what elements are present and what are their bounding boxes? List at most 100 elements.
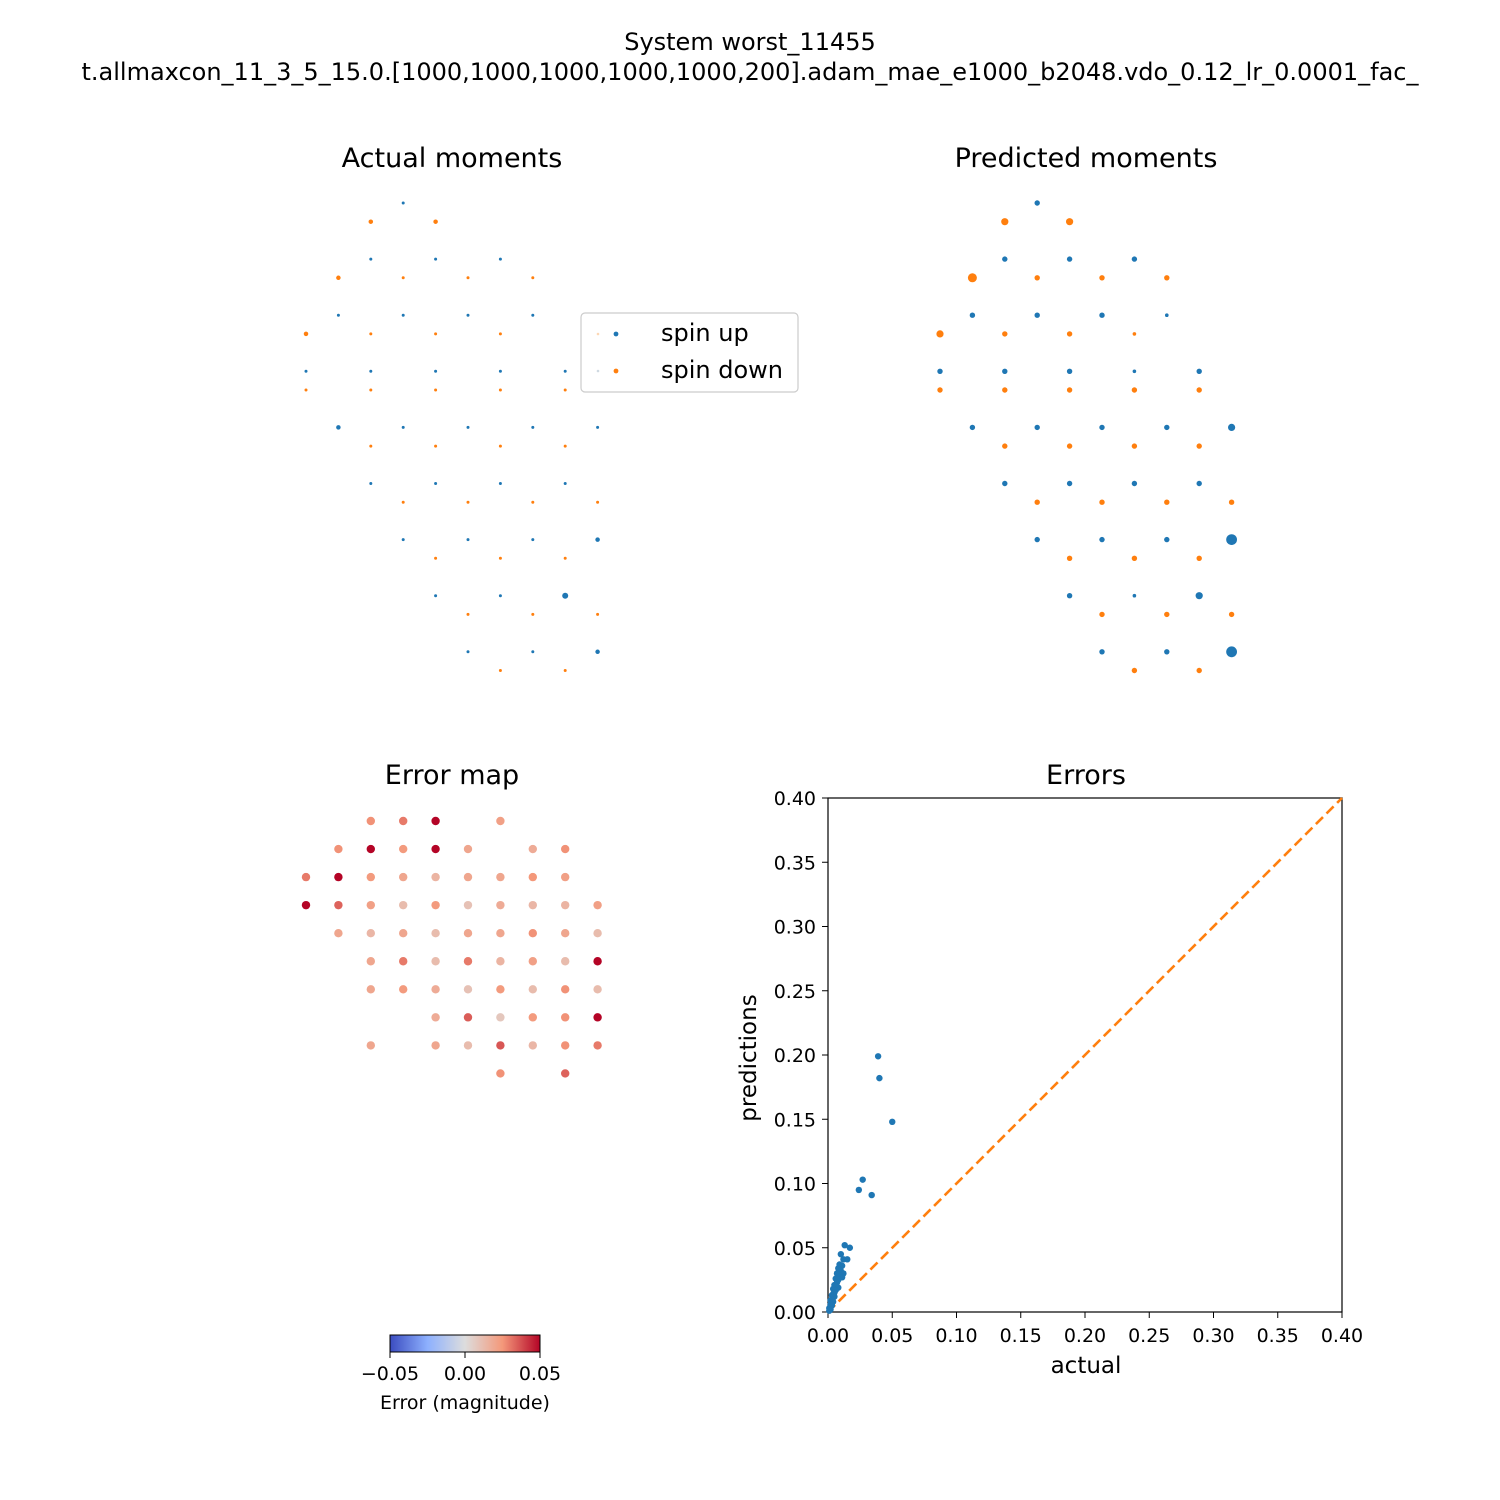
predicted-moments-points xyxy=(936,200,1237,674)
error-map-point xyxy=(366,816,375,826)
predicted-spin-down-point xyxy=(1164,611,1170,618)
predicted-moments-title: Predicted moments xyxy=(955,143,1218,174)
errors-point xyxy=(874,1053,882,1060)
error-map-point xyxy=(301,872,311,882)
actual-spin-down-point xyxy=(498,444,502,448)
error-map-point xyxy=(366,844,375,854)
actual-spin-down-point xyxy=(466,612,470,616)
errors-panel: Errors 0.00 0.05 0.10 0.15 0.20 0.25 0.30 0.35 0… xyxy=(736,760,1363,1379)
predicted-spin-up-point xyxy=(1132,369,1137,374)
actual-spin-up-point xyxy=(466,650,470,654)
error-map-point xyxy=(463,1041,473,1050)
actual-spin-up-point xyxy=(498,482,502,485)
error-map-point xyxy=(593,1013,602,1022)
colorbar-tick-label: 0.00 xyxy=(444,1363,486,1385)
predicted-spin-up-point xyxy=(1196,480,1202,487)
error-map-points xyxy=(301,816,602,1078)
y-tick-label: 0.20 xyxy=(774,1045,816,1067)
errors-y-axis-label: predictions xyxy=(736,994,762,1121)
actual-spin-down-point xyxy=(434,556,438,560)
predicted-spin-up-point xyxy=(1034,200,1040,206)
actual-spin-up-point xyxy=(498,369,502,373)
error-map-point xyxy=(593,957,602,966)
errors-point xyxy=(876,1074,883,1082)
error-map-point xyxy=(431,816,440,826)
actual-spin-up-point xyxy=(595,649,600,655)
actual-spin-up-point xyxy=(336,425,341,430)
error-map-title: Error map xyxy=(385,760,519,791)
predicted-spin-down-point xyxy=(1001,218,1009,226)
actual-spin-down-point xyxy=(401,276,405,280)
predicted-spin-up-point xyxy=(969,312,976,318)
actual-spin-down-point xyxy=(596,612,600,616)
predicted-spin-up-point xyxy=(1195,592,1203,600)
y-tick-label: 0.05 xyxy=(774,1238,816,1260)
actual-moments-panel: Actual moments xyxy=(303,143,600,672)
predicted-spin-up-point xyxy=(1228,423,1236,431)
predicted-spin-up-point xyxy=(1164,424,1170,431)
errors-x-axis-label: actual xyxy=(1051,1353,1122,1379)
actual-spin-down-point xyxy=(433,219,438,224)
actual-spin-up-point xyxy=(563,369,567,373)
figure-title-line1: System worst_11455 xyxy=(624,28,876,56)
error-map-point xyxy=(431,957,440,966)
predicted-spin-down-point xyxy=(1131,555,1138,561)
actual-spin-up-point xyxy=(466,538,470,542)
actual-spin-down-point xyxy=(563,669,567,672)
predicted-spin-up-point xyxy=(1002,256,1008,262)
error-map-point xyxy=(561,872,570,882)
error-map-point xyxy=(399,900,408,910)
predicted-spin-up-point xyxy=(969,424,976,431)
error-map-point xyxy=(561,1041,570,1050)
error-map-point xyxy=(528,985,537,994)
error-map-point xyxy=(561,929,570,938)
error-map-point xyxy=(593,985,602,994)
predicted-spin-down-point xyxy=(1196,443,1202,449)
actual-spin-up-point xyxy=(498,257,502,261)
error-map-point xyxy=(496,816,505,826)
predicted-spin-down-point xyxy=(1034,499,1040,505)
predicted-spin-up-point xyxy=(1002,368,1008,374)
error-map-point xyxy=(366,929,375,938)
actual-spin-down-point xyxy=(596,500,600,504)
y-tick-label: 0.10 xyxy=(774,1174,816,1196)
errors-point xyxy=(826,1307,833,1314)
error-map-point xyxy=(431,844,440,854)
predicted-spin-up-point xyxy=(1066,593,1073,599)
predicted-spin-down-point xyxy=(1164,275,1170,281)
error-map-panel: Error map −0.05 0.00 0.05 Error (magnitu… xyxy=(301,760,602,1414)
colorbar xyxy=(389,1334,541,1353)
error-map-point xyxy=(366,985,375,994)
x-tick-label: 0.05 xyxy=(871,1325,913,1347)
error-map-point xyxy=(496,957,505,966)
predicted-spin-up-point xyxy=(1132,593,1137,598)
y-tick-label: 0.25 xyxy=(774,981,816,1003)
actual-spin-down-point xyxy=(498,332,502,336)
error-map-point xyxy=(431,1041,440,1050)
errors-point xyxy=(855,1186,863,1194)
error-map-point xyxy=(496,1013,505,1022)
x-tick-label: 0.25 xyxy=(1128,1325,1170,1347)
predicted-spin-down-point xyxy=(936,330,944,338)
predicted-spin-down-point xyxy=(1066,555,1073,561)
actual-spin-down-point xyxy=(369,444,373,448)
reference-diagonal-line xyxy=(827,797,1343,1313)
actual-spin-down-point xyxy=(336,275,341,281)
error-map-point xyxy=(463,1013,473,1022)
error-map-point xyxy=(463,929,473,938)
error-map-point xyxy=(496,1041,505,1050)
y-tick-label: 0.30 xyxy=(774,917,816,939)
errors-point xyxy=(837,1250,845,1258)
y-tick-label: 0.40 xyxy=(774,788,816,810)
error-map-point xyxy=(366,957,375,966)
error-map-point xyxy=(528,1041,537,1050)
actual-spin-up-point xyxy=(401,313,405,317)
actual-spin-up-point xyxy=(466,313,470,317)
error-map-point xyxy=(366,1041,375,1050)
actual-spin-up-point xyxy=(531,313,535,317)
error-map-point xyxy=(561,844,570,854)
actual-spin-up-point xyxy=(466,425,470,429)
predicted-spin-up-point xyxy=(1099,312,1105,318)
error-map-point xyxy=(334,900,343,910)
actual-spin-down-point xyxy=(563,388,567,392)
